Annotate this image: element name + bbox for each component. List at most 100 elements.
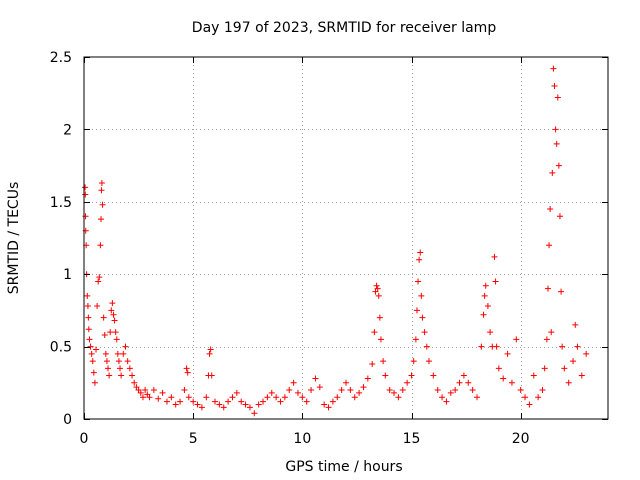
plot-frame [83,56,609,420]
data-point [233,389,240,396]
data-point [482,282,489,289]
data-point [190,398,197,405]
data-point [391,389,398,396]
data-point [371,329,378,336]
data-point [100,314,107,321]
data-point [546,242,553,249]
data-point [216,401,223,408]
data-point [421,329,428,336]
data-point [316,384,323,391]
data-point [93,346,100,353]
data-point [82,213,89,220]
data-point [338,387,345,394]
y-tick-label: 0 [63,412,72,428]
data-point [163,398,170,405]
data-point [399,387,406,394]
data-point [373,282,380,289]
data-point [351,394,358,401]
data-point [329,398,336,405]
data-point [343,379,349,386]
data-point [559,343,566,350]
data-point [99,201,106,208]
data-point [487,329,494,336]
data-point [480,311,487,318]
data-point [547,206,554,213]
data-point [374,285,381,292]
data-point [447,389,454,396]
data-point [413,307,420,314]
data-point [364,375,371,382]
data-point [508,379,515,386]
data-point [423,343,430,350]
data-point [303,398,310,405]
data-point [347,387,354,394]
data-point [122,343,129,350]
data-point [88,350,95,357]
x-tick-label: 0 [80,431,89,447]
data-point [102,350,109,357]
x-tick-label: 5 [189,431,198,447]
x-tick-label: 20 [512,431,530,447]
data-point [443,398,450,405]
data-point [198,404,205,411]
data-point [408,372,415,379]
chart-title: Day 197 of 2023, SRMTID for receiver lam… [192,20,497,36]
data-point [229,394,236,401]
data-point [561,365,568,372]
data-point [425,358,432,365]
data-point [106,372,113,379]
data-point [360,384,367,391]
data-point [478,343,485,350]
data-point [556,213,563,220]
data-point [456,379,463,386]
data-point [110,311,117,318]
data-point [183,365,190,372]
data-point [484,303,491,310]
x-axis-label: GPS time / hours [285,459,402,475]
data-point [465,379,472,386]
data-point [369,360,376,367]
data-point [184,369,191,376]
data-point [321,401,328,408]
data-point [356,389,363,396]
data-point [98,179,105,186]
data-point [416,256,423,263]
y-tick-label: 2 [63,122,72,138]
grid-lines [84,57,608,419]
data-point [404,379,411,386]
data-point [185,394,192,401]
data-point [543,336,550,343]
data-point [251,410,258,417]
data-point [570,358,577,365]
data-point [225,398,232,405]
data-point [264,394,271,401]
data-point [273,394,280,401]
data-point [85,314,92,321]
data-point [94,303,101,310]
data-point [98,187,105,194]
data-point [107,329,114,336]
data-point [113,336,120,343]
y-axis-label: SRMTID / TECUs [6,182,22,295]
data-point [206,350,213,357]
data-point [555,162,562,169]
data-point [86,336,93,343]
data-point [159,389,166,396]
data-point [578,372,585,379]
data-point [114,350,121,357]
data-point [115,358,122,365]
data-point [491,253,498,260]
y-tick-label: 1.5 [50,195,72,211]
data-point [412,336,419,343]
data-point [500,375,507,382]
data-point [376,314,383,321]
data-point [82,191,89,198]
data-point [334,394,341,401]
data-point [139,394,146,401]
data-point [246,404,253,411]
data-point [548,329,555,336]
data-point [418,292,425,299]
data-point [386,387,393,394]
data-point [281,394,288,401]
